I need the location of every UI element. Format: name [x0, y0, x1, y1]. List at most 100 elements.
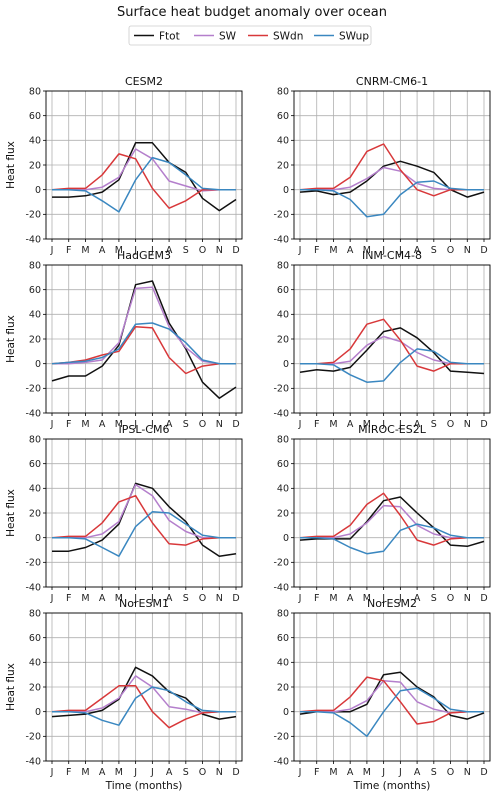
legend-label-ftot: Ftot	[159, 31, 180, 43]
y-tick-label: 20	[277, 334, 289, 345]
series-line-swup	[300, 348, 484, 383]
x-tick-label: J	[298, 767, 302, 778]
panel-title: NorESM1	[119, 597, 169, 610]
x-tick-label: A	[99, 767, 106, 778]
series-line-swup	[300, 523, 484, 555]
x-tick-label: A	[347, 419, 354, 430]
x-tick-label: A	[166, 593, 173, 604]
panel-title: CESM2	[125, 75, 163, 88]
panel-title: IPSL-CM6	[119, 423, 170, 436]
x-tick-label: N	[464, 767, 471, 778]
x-tick-label: M	[81, 245, 89, 256]
y-tick-label: -20	[273, 384, 289, 395]
x-tick-label: A	[99, 593, 106, 604]
y-tick-label: 60	[29, 111, 41, 122]
y-tick-label: 0	[35, 707, 41, 718]
x-tick-label: A	[347, 767, 354, 778]
series-line-sw	[300, 680, 484, 714]
x-tick-label: S	[431, 593, 437, 604]
x-tick-label: N	[464, 419, 471, 430]
x-tick-label: N	[464, 245, 471, 256]
x-tick-label: D	[232, 245, 239, 256]
x-tick-label: S	[431, 419, 437, 430]
y-tick-label: 40	[277, 484, 289, 495]
x-tick-label: M	[81, 593, 89, 604]
x-axis-label: Time (months)	[353, 780, 431, 792]
x-tick-label: J	[298, 419, 302, 430]
series-line-ftot	[52, 482, 237, 557]
x-tick-label: J	[50, 245, 54, 256]
x-tick-label: O	[199, 419, 206, 430]
series-line-swdn	[51, 153, 236, 209]
x-axis-label: Time (months)	[105, 780, 183, 792]
x-tick-label: J	[381, 419, 385, 430]
x-tick-label: S	[183, 419, 189, 430]
y-tick-label: 0	[283, 359, 289, 370]
y-tick-label: -40	[25, 582, 41, 593]
x-tick-label: J	[150, 767, 154, 778]
series-line-swdn	[299, 492, 484, 546]
x-tick-label: J	[298, 245, 302, 256]
x-tick-label: O	[199, 767, 206, 778]
x-tick-label: F	[66, 419, 71, 430]
x-tick-label: D	[480, 419, 487, 430]
y-tick-label: -20	[273, 732, 289, 743]
x-tick-label: M	[115, 767, 123, 778]
x-tick-label: M	[329, 767, 337, 778]
x-tick-label: J	[50, 593, 54, 604]
series-line-swup	[300, 687, 484, 738]
y-tick-label: 0	[283, 185, 289, 196]
x-tick-label: S	[183, 245, 189, 256]
y-tick-label: 80	[277, 86, 289, 97]
x-tick-label: M	[363, 593, 371, 604]
x-tick-label: A	[166, 245, 173, 256]
series-line-swdn	[299, 676, 484, 725]
y-axis-label: Heat flux	[5, 141, 17, 189]
x-tick-label: J	[150, 419, 154, 430]
series-line-swdn	[51, 494, 236, 546]
panel-title: INM-CM4-8	[362, 249, 422, 262]
y-tick-label: 80	[277, 608, 289, 619]
x-tick-label: F	[66, 593, 71, 604]
x-tick-label: F	[66, 245, 71, 256]
y-tick-label: 60	[277, 633, 289, 644]
series-line-swdn	[51, 325, 236, 375]
x-tick-label: M	[115, 419, 123, 430]
y-tick-label: 0	[35, 533, 41, 544]
x-tick-label: S	[431, 767, 437, 778]
x-tick-label: O	[447, 245, 454, 256]
panel-title: NorESM2	[367, 597, 417, 610]
x-tick-label: A	[347, 593, 354, 604]
legend-label-sw: SW	[219, 31, 237, 43]
y-tick-label: 0	[35, 185, 41, 196]
series-line-sw	[52, 148, 236, 192]
series-line-sw	[300, 335, 484, 365]
x-tick-label: F	[66, 767, 71, 778]
x-tick-label: M	[329, 245, 337, 256]
y-tick-label: 40	[29, 310, 41, 321]
x-tick-label: M	[329, 419, 337, 430]
legend: Ftot SW SWdn SWup	[128, 25, 372, 46]
x-tick-label: J	[381, 767, 385, 778]
panel-title: CNRM-CM6-1	[356, 75, 428, 88]
x-tick-label: N	[216, 419, 223, 430]
x-tick-label: M	[81, 767, 89, 778]
x-tick-label: O	[447, 767, 454, 778]
series-line-swup	[52, 511, 236, 557]
panel-title: HadGEM3	[117, 249, 171, 262]
series-line-sw	[300, 504, 484, 539]
x-tick-label: O	[199, 593, 206, 604]
x-tick-label: D	[232, 593, 239, 604]
x-tick-label: F	[314, 245, 319, 256]
x-tick-label: J	[133, 767, 137, 778]
x-tick-label: A	[166, 767, 173, 778]
y-tick-label: 60	[29, 285, 41, 296]
y-tick-label: 20	[29, 682, 41, 693]
y-tick-label: 80	[277, 434, 289, 445]
y-tick-label: -40	[273, 408, 289, 419]
x-tick-label: J	[50, 419, 54, 430]
